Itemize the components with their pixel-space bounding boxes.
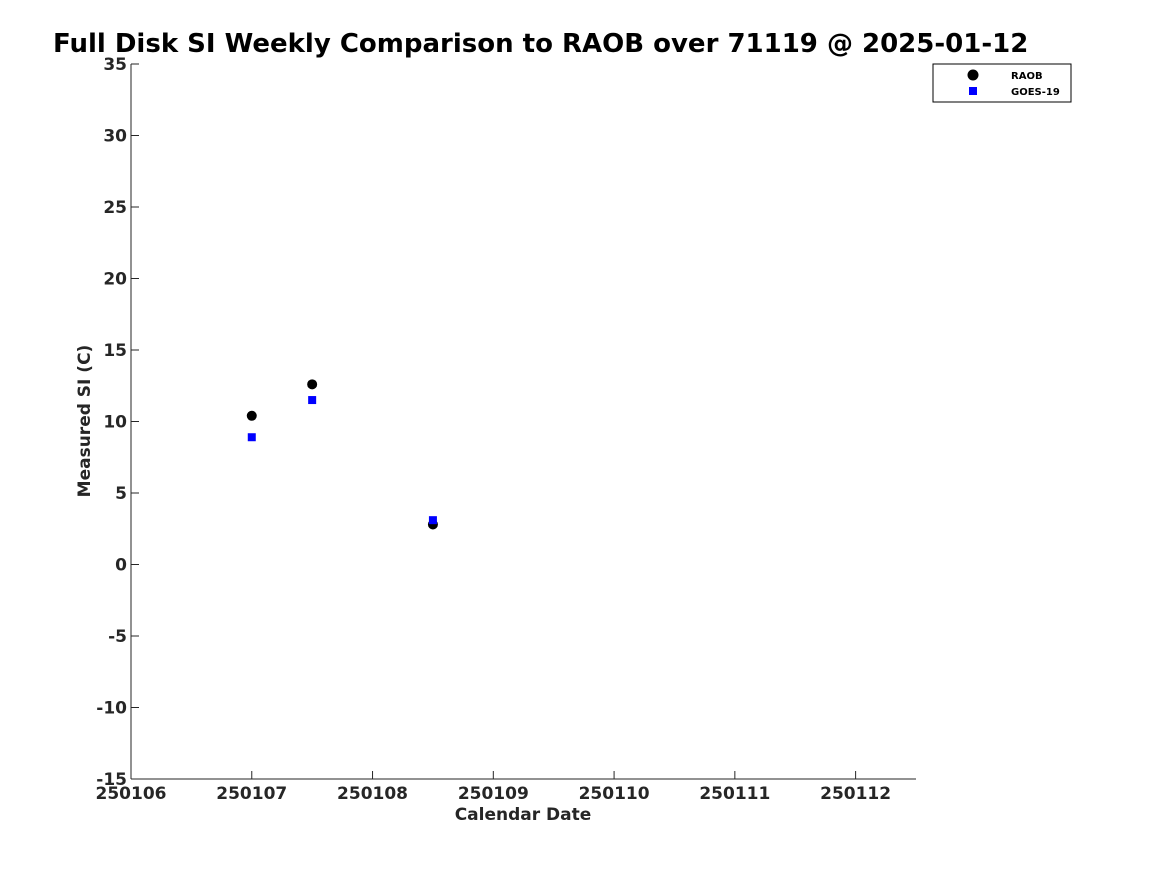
- x-tick-label: 250106: [96, 784, 167, 804]
- data-point-goes-19: [247, 433, 256, 442]
- y-ticks: 35 30 25 20 15 10 5 0 -5 -10 -15: [96, 55, 139, 790]
- y-tick-label: 30: [103, 127, 127, 147]
- y-tick-label: 10: [103, 413, 127, 433]
- x-tick-label: 250108: [337, 784, 408, 804]
- x-ticks: 250106 250107 250108 250109 250110 250111 2501…: [96, 771, 891, 804]
- x-tick-label: 250109: [458, 784, 529, 804]
- data-point-raob: [246, 410, 257, 421]
- y-tick-label: -15: [96, 770, 127, 790]
- data-points: [246, 379, 438, 530]
- x-tick-label: 250111: [699, 784, 770, 804]
- y-tick-label: -10: [96, 699, 127, 719]
- x-axis-label: Calendar Date: [455, 805, 592, 825]
- y-tick-label: -5: [108, 627, 127, 647]
- data-point-goes-19: [428, 516, 437, 525]
- y-tick-label: 0: [115, 556, 127, 576]
- x-tick-label: 250112: [820, 784, 891, 804]
- y-tick-label: 20: [103, 270, 127, 290]
- chart-title: Full Disk SI Weekly Comparison to RAOB o…: [53, 29, 1028, 59]
- legend-box: [932, 63, 1072, 103]
- data-point-goes-19: [308, 396, 317, 405]
- y-tick-label: 35: [103, 55, 127, 75]
- legend-label-raob: RAOB: [1011, 71, 1043, 82]
- legend-marker-goes: [969, 87, 977, 95]
- x-tick-label: 250110: [579, 784, 650, 804]
- y-tick-label: 5: [115, 484, 127, 504]
- legend-label-goes: GOES-19: [1011, 87, 1060, 98]
- y-tick-label: 25: [103, 198, 127, 218]
- data-point-raob: [307, 379, 318, 390]
- x-tick-label: 250107: [216, 784, 287, 804]
- y-axis-label: Measured SI (C): [75, 345, 95, 498]
- legend-marker-raob: [967, 69, 979, 81]
- y-tick-label: 15: [103, 341, 127, 361]
- legend: RAOB GOES-19: [932, 63, 1072, 103]
